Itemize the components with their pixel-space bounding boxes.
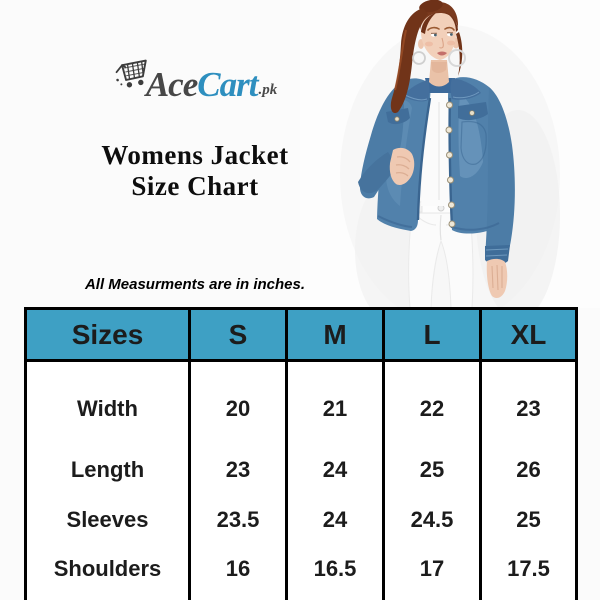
size-value: 17 <box>382 545 482 600</box>
size-value: 21 <box>285 360 385 445</box>
table-header-row: Sizes S M L XL <box>24 308 578 362</box>
brand-text-ace: Ace <box>145 65 198 104</box>
table-row-shoulders: Shoulders 16 16.5 17 17.5 <box>24 545 578 600</box>
col-header-l: L <box>382 308 482 362</box>
size-value: 24 <box>285 445 385 495</box>
measurement-note: All Measurments are in inches. <box>84 276 306 293</box>
row-label: Sleeves <box>24 495 191 545</box>
col-header-xl: XL <box>479 308 578 362</box>
shopping-cart-icon <box>111 55 154 103</box>
row-label: Shoulders <box>24 545 191 600</box>
size-value: 23.5 <box>188 495 288 545</box>
size-value: 23 <box>188 445 288 495</box>
size-value: 20 <box>188 360 288 445</box>
col-header-sizes: Sizes <box>24 308 191 362</box>
page-title-line2: Size Chart <box>131 171 259 201</box>
size-value: 25 <box>382 445 482 495</box>
table-row-sleeves: Sleeves 23.5 24 24.5 25 <box>24 495 578 545</box>
size-value: 16.5 <box>285 545 385 600</box>
size-value: 23 <box>479 360 578 445</box>
size-value: 24 <box>285 495 385 545</box>
row-label: Width <box>24 360 191 445</box>
size-chart-table: Sizes S M L XL Width 20 21 22 23 Length … <box>24 307 578 600</box>
size-value: 25 <box>479 495 578 545</box>
col-header-m: M <box>285 308 385 362</box>
model-photo <box>300 0 600 325</box>
col-header-s: S <box>188 308 288 362</box>
size-value: 16 <box>188 545 288 600</box>
brand-text-tld: .pk <box>258 82 278 98</box>
row-label: Length <box>24 445 191 495</box>
size-value: 17.5 <box>479 545 578 600</box>
size-value: 26 <box>479 445 578 495</box>
brand-logo: Ace Cart .pk <box>0 56 390 102</box>
brand-text-cart: Cart <box>197 65 258 104</box>
size-value: 24.5 <box>382 495 482 545</box>
size-value: 22 <box>382 360 482 445</box>
table-row-length: Length 23 24 25 26 <box>24 445 578 495</box>
page-title-line1: Womens Jacket <box>101 140 289 170</box>
table-row-width: Width 20 21 22 23 <box>24 360 578 445</box>
page-title: Womens Jacket Size Chart <box>0 140 390 202</box>
